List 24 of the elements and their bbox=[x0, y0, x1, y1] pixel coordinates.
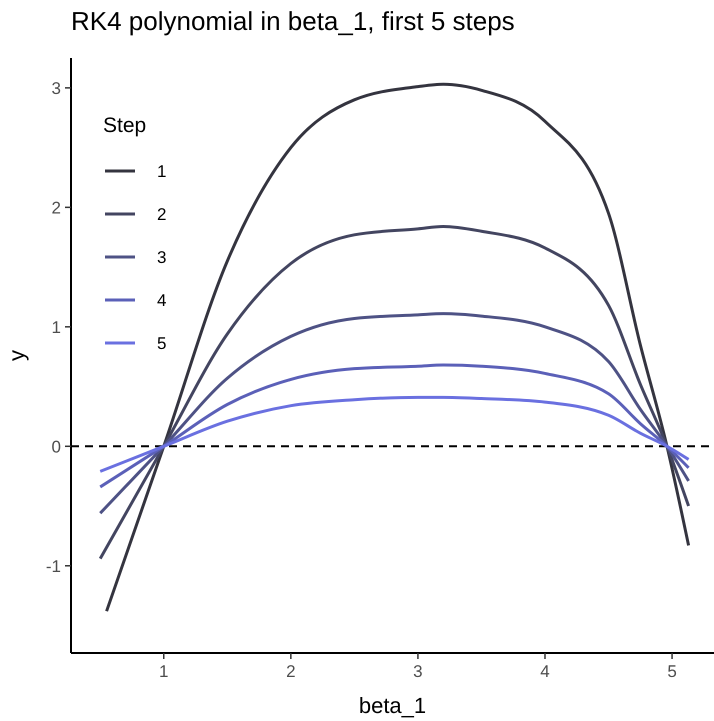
x-tick-label: 3 bbox=[413, 662, 423, 681]
legend-label: 2 bbox=[157, 205, 166, 224]
line-series bbox=[98, 396, 690, 473]
line-series bbox=[98, 312, 690, 515]
legend-label: 3 bbox=[157, 248, 166, 267]
x-tick-label: 1 bbox=[159, 662, 168, 681]
line-series bbox=[105, 82, 690, 613]
x-tick-label: 2 bbox=[286, 662, 296, 681]
legend-label: 1 bbox=[157, 162, 166, 181]
y-tick-label: 2 bbox=[52, 198, 61, 218]
x-tick-label: 5 bbox=[667, 662, 677, 681]
y-tick-label: 0 bbox=[52, 437, 61, 456]
y-tick-label: 3 bbox=[52, 78, 61, 98]
line-series bbox=[98, 224, 690, 560]
x-axis-title: beta_1 bbox=[358, 693, 426, 718]
line-series bbox=[98, 364, 690, 488]
legend-title: Step bbox=[103, 114, 146, 137]
x-tick-label: 4 bbox=[540, 662, 550, 681]
legend-label: 4 bbox=[157, 291, 166, 310]
y-tick-label: 1 bbox=[52, 318, 61, 337]
legend-label: 5 bbox=[157, 334, 166, 353]
chart-title: RK4 polynomial in beta_1, first 5 steps bbox=[71, 6, 515, 36]
y-tick-label: -1 bbox=[46, 556, 61, 576]
y-axis-title: y bbox=[4, 350, 29, 361]
